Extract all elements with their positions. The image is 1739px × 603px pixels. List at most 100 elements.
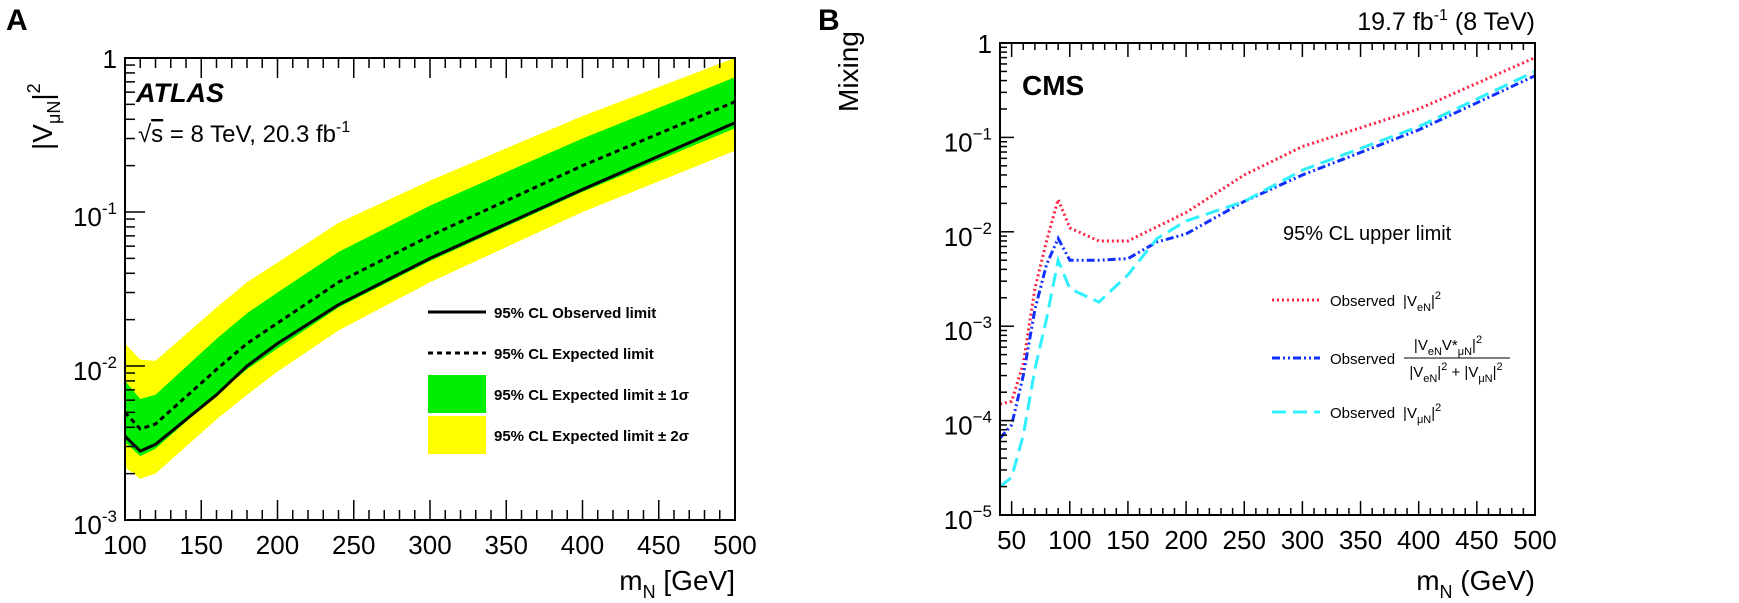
x-tick-label: 50 — [997, 525, 1026, 555]
lumi-rest: (8 TeV) — [1448, 8, 1535, 36]
y-tick-label: 10-2 — [73, 353, 117, 386]
panel-label-a: A — [6, 4, 28, 37]
y-tick-label: 10−3 — [944, 313, 992, 346]
b-lines — [998, 56, 1536, 488]
legend-post: | — [1431, 293, 1435, 310]
legend-swatch-band — [428, 416, 486, 454]
ylabel-rest: | — [27, 93, 58, 100]
den-b: | — [1437, 364, 1441, 381]
legend-label: 95% CL Expected limit — [494, 346, 654, 363]
expected-band — [125, 77, 735, 457]
x-tick-label: 250 — [1223, 525, 1266, 555]
y-tick-label: 1 — [978, 29, 992, 59]
xlabel-main: m — [619, 565, 642, 596]
legend-word-mixed: Observed — [1330, 351, 1395, 368]
x-tick-label: 500 — [1513, 525, 1556, 555]
expected-limit-line — [123, 100, 736, 431]
den-bsup: 2 — [1441, 361, 1447, 373]
legend-item-ve: Observed |VeN|2 — [1330, 290, 1441, 314]
x-tick-label: 200 — [256, 530, 299, 560]
annotation-sup: -1 — [336, 119, 350, 136]
den-d: | — [1493, 364, 1497, 381]
sqrt-s: s — [151, 121, 163, 148]
x-tick-label: 100 — [103, 530, 146, 560]
lumi-text: 19.7 fb — [1357, 8, 1433, 36]
legend-sub: eN — [1417, 302, 1431, 314]
x-tick-label: 450 — [1455, 525, 1498, 555]
x-tick-label: 150 — [1106, 525, 1149, 555]
x-tick-label: 100 — [1048, 525, 1091, 555]
a-xlabel: mN [GeV] — [619, 565, 735, 602]
y-tick-label: 10−4 — [944, 408, 992, 441]
xlabel-rest: [GeV] — [656, 565, 735, 596]
xlabel-rest: (GeV) — [1453, 565, 1535, 596]
x-tick-label: 350 — [1339, 525, 1382, 555]
cms-label: CMS — [1022, 70, 1084, 101]
legend-label: 95% CL Expected limit ± 2σ — [494, 428, 689, 445]
ylabel-main: |V — [27, 124, 58, 150]
atlas-annotation: √s = 8 TeV, 20.3 fb-1 — [138, 119, 350, 148]
x-tick-label: 400 — [561, 530, 604, 560]
legend-numerator: |VeNV*μN|2 — [1414, 334, 1482, 358]
cl-annotation: 95% CL upper limit — [1283, 223, 1452, 245]
den-a: |V — [1409, 364, 1423, 381]
ylabel-sup: 2 — [24, 83, 44, 93]
observed-mixed-line — [998, 74, 1536, 440]
den-plus: + |V — [1447, 364, 1478, 381]
legend-sup: 2 — [1435, 402, 1441, 414]
panel-label-b: B — [818, 4, 840, 37]
legend-post: | — [1431, 405, 1435, 422]
y-tick-label: 10−2 — [944, 219, 992, 252]
b-legend: Observed |VeN|2 Observed |VeNV*μN|2 |VeN|… — [1272, 290, 1510, 426]
num-sub2: μN — [1458, 346, 1472, 358]
b-ylabel: Mixing — [833, 31, 864, 112]
num-post: | — [1472, 337, 1476, 354]
legend-swatch-band — [428, 375, 486, 413]
annotation-text: = 8 TeV, 20.3 fb — [163, 121, 336, 148]
legend-sub: μN — [1417, 414, 1431, 426]
xlabel-sub: N — [1440, 582, 1453, 602]
xlabel-sub: N — [643, 582, 656, 602]
legend-label: 95% CL Expected limit ± 1σ — [494, 387, 689, 404]
y-tick-label: 10−1 — [944, 124, 992, 157]
legend-sup: 2 — [1435, 290, 1441, 302]
lumi-label: 19.7 fb-1 (8 TeV) — [1357, 7, 1535, 36]
observed-limit-line — [123, 121, 736, 453]
a-ylabel: |VμN|2 — [24, 83, 64, 150]
x-tick-label: 150 — [180, 530, 223, 560]
legend-word: Observed — [1330, 405, 1395, 422]
den-asub: eN — [1423, 373, 1437, 385]
a-axes: 100 150 200 250 300 350 400 450 500 1 10-1 10-2 10-3 — [73, 44, 757, 560]
x-tick-label: 350 — [485, 530, 528, 560]
num-pre: |V — [1414, 337, 1428, 354]
legend-word: Observed — [1330, 293, 1395, 310]
num-mid: V* — [1442, 337, 1458, 354]
legend-denominator: |VeN|2 + |VμN|2 — [1409, 361, 1502, 385]
x-tick-label: 450 — [637, 530, 680, 560]
num-sub1: eN — [1428, 346, 1442, 358]
x-tick-label: 300 — [1281, 525, 1324, 555]
den-dsup: 2 — [1497, 361, 1503, 373]
panel-a: A 100 150 200 250 300 350 400 450 500110-110-210… — [6, 4, 757, 602]
legend-label: 95% CL Observed limit — [494, 305, 656, 322]
panel-b: B 19.7 fb-1 (8 TeV) 50 100 150 200 250 300 350… — [818, 4, 1557, 602]
legend-item-vmu: Observed |VμN|2 — [1330, 402, 1441, 426]
x-tick-label: 400 — [1397, 525, 1440, 555]
b-xlabel: mN (GeV) — [1416, 565, 1535, 602]
den-csub: μN — [1478, 373, 1492, 385]
y-tick-label: 10-3 — [73, 507, 117, 540]
atlas-label: ATLAS — [135, 78, 224, 108]
observed-vmu-line — [999, 70, 1536, 488]
a-bands — [125, 58, 735, 479]
x-tick-label: 200 — [1164, 525, 1207, 555]
ylabel-sub: μN — [44, 101, 64, 124]
xlabel-main: m — [1416, 565, 1439, 596]
x-tick-label: 250 — [332, 530, 375, 560]
y-tick-label: 1 — [103, 44, 117, 74]
observed-ve-line — [999, 56, 1536, 406]
lumi-sup: -1 — [1434, 7, 1448, 24]
a-legend: 95% CL Observed limit 95% CL Expected lim… — [428, 305, 689, 454]
x-tick-label: 500 — [713, 530, 756, 560]
y-tick-label: 10−5 — [944, 502, 992, 535]
